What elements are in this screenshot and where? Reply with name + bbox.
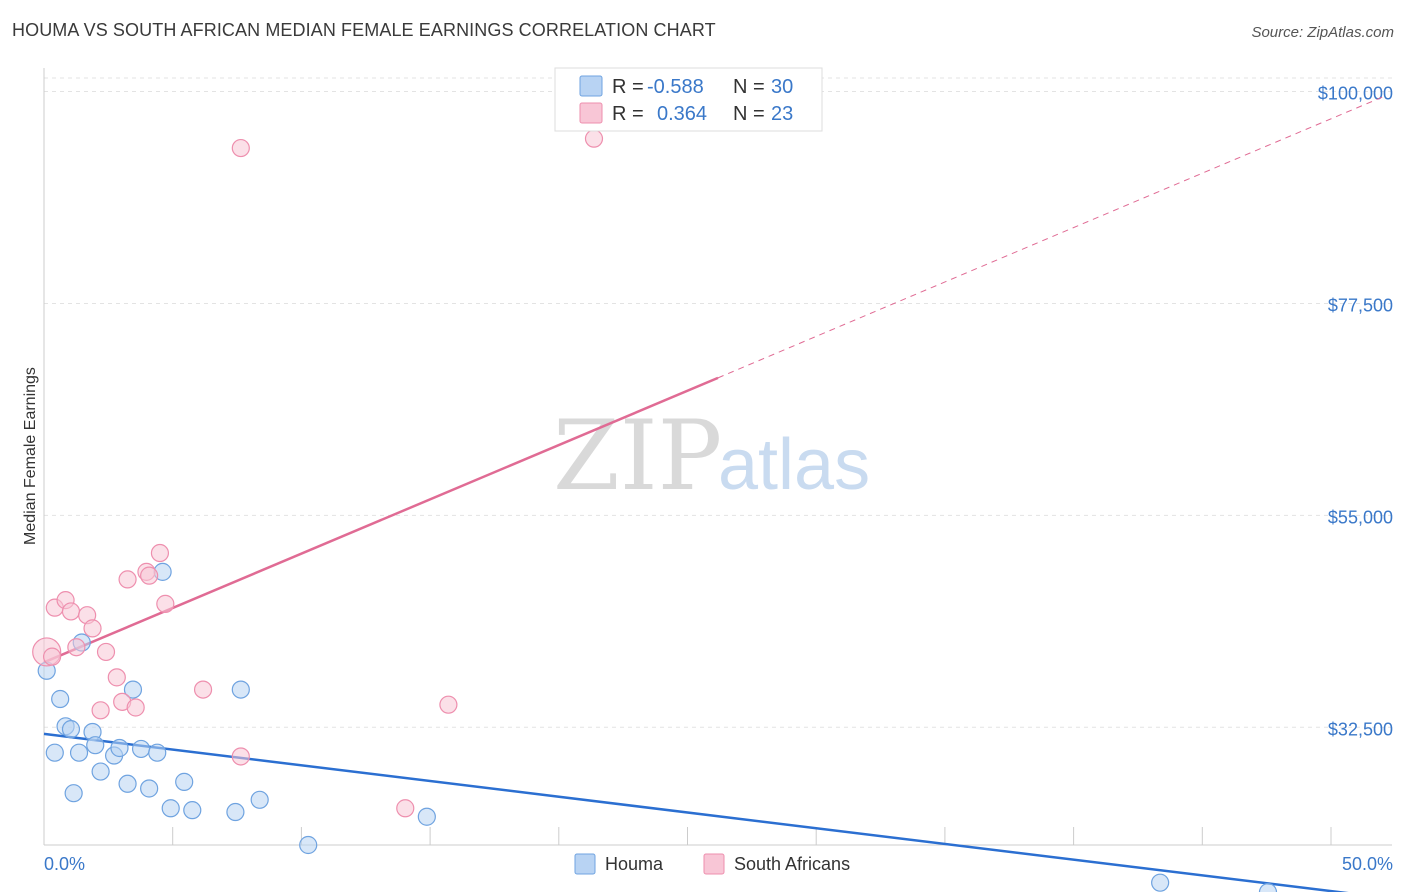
bottom-legend-label-houma: Houma	[605, 854, 664, 874]
point-south-africans	[118, 570, 137, 589]
legend-r-label: R =	[612, 103, 644, 125]
x-tick-label: 0.0%	[44, 854, 85, 874]
point-houma	[226, 802, 245, 822]
x-tick-labels: 0.0% 50.0%	[44, 854, 1393, 874]
point-south-africans	[193, 680, 213, 699]
point-south-africans	[140, 566, 159, 585]
point-houma	[250, 790, 269, 809]
watermark-atlas: atlas	[718, 425, 870, 505]
point-houma	[91, 762, 110, 781]
source-label: Source: ZipAtlas.com	[1251, 24, 1394, 41]
y-tick-label: $77,500	[1328, 295, 1393, 315]
y-tick-labels: $32,500 $55,000 $77,500 $100,000	[1318, 84, 1393, 740]
legend-swatch-south-africans	[579, 102, 603, 124]
point-south-africans	[61, 602, 81, 621]
point-houma	[123, 680, 143, 699]
watermark: ZIP atlas	[553, 400, 870, 512]
point-south-africans	[67, 638, 86, 657]
chart-title: HOUMA VS SOUTH AFRICAN MEDIAN FEMALE EAR…	[12, 20, 716, 40]
point-houma	[417, 807, 436, 826]
legend-n-value: 30	[771, 76, 793, 98]
legend-swatch-houma	[579, 75, 603, 97]
point-houma	[69, 743, 89, 762]
point-south-africans	[150, 543, 170, 563]
point-south-africans	[231, 138, 250, 158]
legend-r-value: 0.364	[657, 103, 707, 125]
bottom-legend-swatch-houma	[574, 853, 596, 875]
point-houma	[61, 720, 81, 739]
data-points	[32, 129, 1278, 892]
point-houma	[110, 738, 129, 758]
point-houma	[45, 743, 64, 762]
point-houma	[148, 743, 167, 762]
y-tick-label: $100,000	[1318, 84, 1393, 104]
y-axis-title: Median Female Earnings	[22, 367, 39, 545]
point-south-africans	[396, 799, 415, 818]
point-houma	[140, 779, 159, 798]
trend-lines	[43, 94, 1387, 892]
point-houma	[161, 799, 180, 818]
y-tick-label: $32,500	[1328, 719, 1393, 739]
point-houma	[51, 689, 70, 709]
point-south-africans	[126, 698, 145, 717]
point-houma	[131, 739, 151, 759]
point-south-africans	[584, 129, 604, 148]
x-tick-label: 50.0%	[1342, 854, 1393, 874]
point-houma	[299, 835, 318, 855]
point-houma	[1258, 882, 1278, 892]
bottom-legend-label-south-africans: South Africans	[734, 854, 850, 874]
watermark-zip: ZIP	[553, 400, 722, 512]
trend-line-houma	[43, 732, 1349, 892]
bottom-legend: Houma South Africans	[574, 853, 850, 875]
point-south-africans	[83, 619, 102, 638]
point-houma	[118, 774, 137, 793]
point-houma	[175, 772, 194, 791]
point-houma	[64, 784, 83, 803]
point-south-africans	[91, 701, 110, 720]
point-south-africans	[156, 594, 175, 613]
point-south-africans	[42, 647, 62, 666]
point-houma	[183, 801, 202, 820]
legend-box: R = -0.588 N = 30 R = 0.364 N = 23	[554, 67, 823, 132]
bottom-legend-swatch-south-africans	[703, 853, 725, 875]
legend-n-label: N =	[733, 76, 765, 98]
trend-line-south-africans	[717, 94, 1387, 379]
point-houma	[86, 736, 105, 755]
point-houma	[1151, 873, 1170, 892]
legend-n-label: N =	[733, 103, 765, 125]
point-south-africans	[107, 668, 126, 687]
trend-line-south-africans	[43, 376, 719, 664]
point-south-africans	[231, 747, 250, 766]
legend-r-value: -0.588	[647, 76, 704, 98]
point-houma	[231, 680, 250, 699]
legend-r-label: R =	[612, 76, 644, 98]
y-tick-label: $55,000	[1328, 507, 1393, 527]
point-south-africans	[439, 695, 458, 714]
point-south-africans	[96, 642, 116, 662]
legend-n-value: 23	[771, 103, 793, 125]
